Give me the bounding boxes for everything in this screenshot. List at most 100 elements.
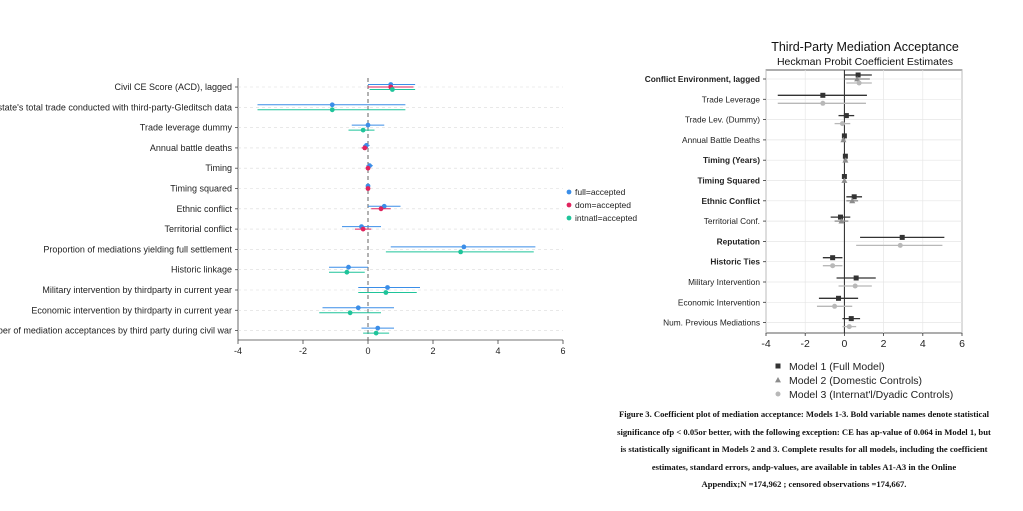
- coefficient-point: [362, 145, 368, 151]
- coefficient-point: [842, 157, 849, 163]
- coefficient-point: [461, 244, 467, 250]
- category-label: Num. Previous Mediations: [663, 318, 760, 328]
- legend-marker: [566, 215, 572, 221]
- x-tick-label: -2: [801, 338, 810, 350]
- coefficient-point: [365, 122, 371, 128]
- category-label: Military intervention by thirdparty in c…: [42, 285, 232, 295]
- coefficient-point: [830, 263, 836, 269]
- legend-marker: [775, 363, 781, 369]
- x-tick-label: -4: [761, 338, 770, 350]
- category-label: Timing squared: [170, 184, 232, 194]
- coefficient-point: [899, 234, 905, 240]
- category-label: Total number of mediation acceptances by…: [0, 326, 232, 336]
- category-label: Territorial Conf.: [704, 216, 760, 226]
- x-tick-label: 2: [430, 346, 435, 356]
- coefficient-point: [378, 206, 384, 212]
- legend-label: Model 2 (Domestic Controls): [789, 375, 922, 387]
- category-label: Civil CE Score (ACD), lagged: [114, 82, 232, 92]
- coefficient-point: [854, 76, 861, 82]
- coefficient-point: [897, 242, 903, 248]
- coefficient-point: [841, 174, 847, 179]
- category-label: Trade leverage dummy: [140, 123, 233, 133]
- coefficient-point: [373, 330, 379, 336]
- category-label: Annual Battle Deaths: [682, 135, 760, 145]
- coefficient-point: [856, 80, 862, 86]
- coefficient-point: [842, 153, 848, 159]
- legend-label: Model 3 (Internat'l/Dyadic Controls): [789, 389, 953, 401]
- x-tick-label: 6: [959, 338, 965, 350]
- coefficient-point: [846, 324, 852, 330]
- coefficient-point: [385, 285, 390, 290]
- category-label: Ethnic conflict: [176, 204, 232, 214]
- coefficient-point: [840, 136, 847, 143]
- caption-line: Appendix;N =174,962 ; censored observati…: [701, 479, 907, 489]
- plot-panel: [765, 69, 963, 334]
- coefficient-point: [851, 194, 857, 200]
- category-label: Annual battle deaths: [150, 143, 233, 153]
- x-tick-label: 2: [881, 338, 887, 350]
- coefficient-point: [383, 290, 389, 295]
- coefficient-point: [843, 113, 849, 119]
- chart-title: Third-Party Mediation Acceptance: [771, 40, 959, 54]
- coefficient-point: [837, 214, 843, 220]
- coefficient-point: [365, 165, 371, 171]
- category-label: Reputation: [717, 236, 760, 246]
- caption-line: significance ofp < 0.05or better, with t…: [617, 426, 991, 437]
- figure-caption: Figure 3. Coefficient plot of mediation …: [598, 406, 1010, 494]
- category-label: Territorial conflict: [164, 224, 232, 234]
- x-tick-label: -2: [299, 346, 307, 356]
- x-tick-label: 4: [920, 338, 926, 350]
- coefficient-point: [346, 264, 351, 270]
- caption-line: estimates, standard errors, andp-values,…: [651, 461, 957, 472]
- category-label: Historic linkage: [171, 265, 232, 275]
- coefficient-point: [329, 107, 335, 113]
- legend-marker: [566, 202, 572, 208]
- legend-label: full=accepted: [575, 187, 626, 197]
- left-coefficient-plot: Civil CE Score (ACD), lagged Ratio of civ…: [0, 78, 637, 356]
- x-tick-label: 6: [560, 346, 565, 356]
- category-label: Economic intervention by thirdparty in c…: [31, 305, 232, 315]
- x-tick-label: 0: [365, 346, 370, 356]
- category-label: Historic Ties: [710, 257, 760, 267]
- coefficient-point: [838, 218, 845, 224]
- coefficient-point: [375, 325, 381, 331]
- coefficient-point: [841, 177, 848, 183]
- coefficient-point: [365, 186, 371, 191]
- coefficient-point: [820, 100, 826, 106]
- coefficient-point: [355, 305, 361, 311]
- category-label: Economic Intervention: [678, 297, 760, 307]
- category-label: Military Intervention: [688, 277, 760, 287]
- x-tick-label: 4: [495, 346, 500, 356]
- category-label: Conflict Environment, lagged: [645, 74, 760, 84]
- coefficient-point: [841, 133, 847, 139]
- coefficient-point: [832, 303, 838, 309]
- legend-marker: [566, 189, 572, 195]
- legend-marker: [775, 377, 781, 383]
- coefficient-point: [458, 249, 464, 255]
- category-label: Trade Lev. (Dummy): [685, 115, 760, 125]
- category-label: Ratio of civil war state's total trade c…: [0, 102, 232, 112]
- coefficient-point: [820, 92, 826, 98]
- coefficient-point: [389, 87, 395, 92]
- legend-label: Model 1 (Full Model): [789, 361, 885, 373]
- chart-subtitle: Heckman Probit Coefficient Estimates: [777, 56, 953, 68]
- category-label: Ethnic Conflict: [701, 196, 760, 206]
- x-tick-label: 0: [841, 338, 847, 350]
- category-label: Timing (Years): [703, 155, 760, 165]
- category-label: Proportion of mediations yielding full s…: [43, 244, 232, 254]
- category-label: Trade Leverage: [702, 94, 761, 104]
- coefficient-point: [347, 310, 353, 316]
- coefficient-point: [852, 283, 858, 289]
- right-coefficient-plot: Third-Party Mediation Acceptance Heckman …: [645, 40, 965, 401]
- coefficient-point: [360, 226, 366, 232]
- coefficient-point: [329, 102, 335, 108]
- caption-line: Figure 3. Coefficient plot of mediation …: [618, 409, 990, 419]
- x-tick-label: -4: [234, 346, 242, 356]
- coefficient-point: [849, 197, 856, 204]
- legend-label: intnatl=accepted: [575, 213, 637, 223]
- caption-line: is statistically significant in Models 2…: [620, 444, 988, 454]
- category-label: Timing Squared: [697, 176, 760, 186]
- coefficient-point: [360, 127, 366, 133]
- coefficient-point: [830, 255, 836, 261]
